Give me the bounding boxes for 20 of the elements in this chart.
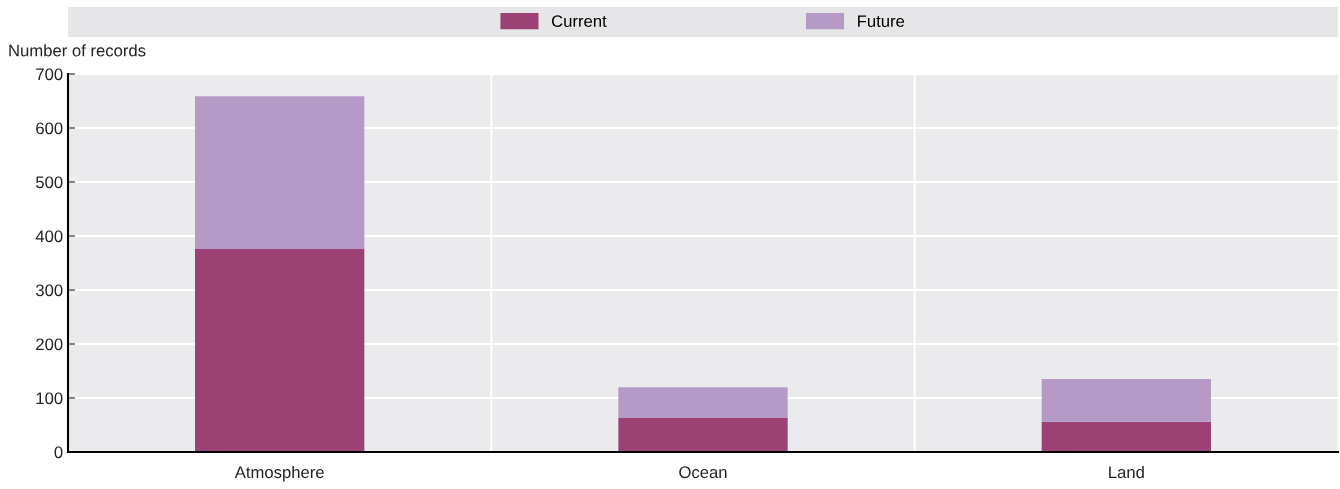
legend-label: Current bbox=[551, 15, 607, 28]
y-tick-label: 500 bbox=[36, 176, 63, 189]
x-tick-label: Atmosphere bbox=[234, 465, 324, 482]
y-tick-label: 400 bbox=[35, 230, 63, 243]
y-tick-label: 100 bbox=[36, 392, 63, 405]
y-tick-label: 700 bbox=[36, 68, 63, 81]
y-tick-label: 300 bbox=[35, 284, 63, 297]
bar bbox=[618, 417, 788, 452]
bar bbox=[195, 248, 365, 452]
bar bbox=[1041, 379, 1211, 422]
bar bbox=[618, 387, 788, 418]
y-tick-label: 600 bbox=[36, 122, 63, 135]
legend-label: Future bbox=[858, 15, 905, 28]
x-tick-label: Ocean bbox=[679, 466, 727, 479]
bar bbox=[1041, 421, 1211, 452]
y-tick-label: 200 bbox=[36, 338, 63, 351]
y-tick-label: 0 bbox=[54, 446, 63, 459]
y-axis-title: Number of records bbox=[9, 44, 146, 57]
x-tick-label: Land bbox=[1109, 465, 1144, 479]
bar bbox=[195, 96, 365, 249]
